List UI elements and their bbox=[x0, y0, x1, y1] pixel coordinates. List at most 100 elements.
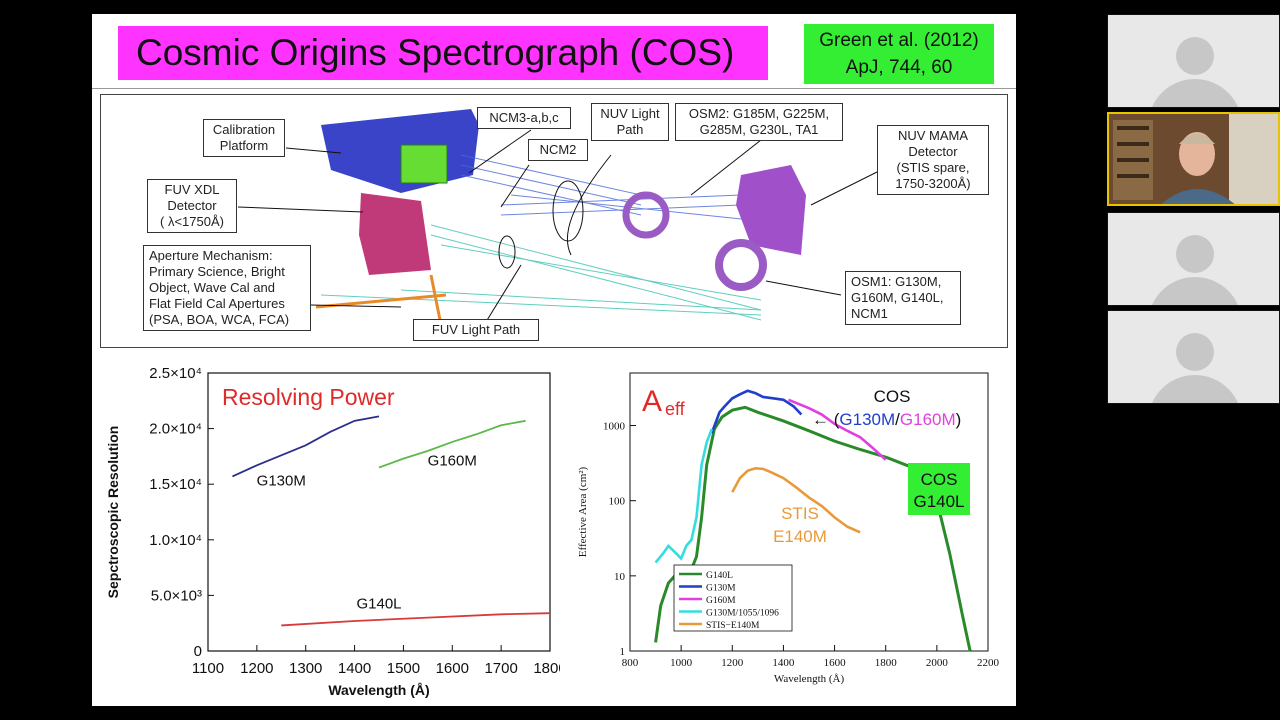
presentation-slide: Cosmic Origins Spectrograph (COS) Green … bbox=[92, 14, 1016, 706]
reference-line-1: Green et al. (2012) bbox=[819, 30, 979, 51]
callout-fuv-xdl-detector: FUV XDL Detector ( λ<1750Å) bbox=[147, 179, 237, 233]
participant-tile-3[interactable] bbox=[1107, 212, 1280, 306]
callout-ncm2: NCM2 bbox=[528, 139, 588, 161]
series-label-g130m: G130M bbox=[257, 472, 306, 489]
plot-frame bbox=[207, 372, 551, 652]
chart-title: A bbox=[642, 385, 662, 418]
series-label-g140l: G140L bbox=[356, 596, 401, 613]
participant-strip bbox=[1107, 14, 1280, 406]
y-tick-label: 1 bbox=[620, 646, 626, 658]
y-tick-label: 0 bbox=[194, 643, 202, 660]
x-tick-label: 800 bbox=[622, 657, 639, 669]
x-tick-label: 1600 bbox=[436, 660, 469, 677]
x-tick-label: 1700 bbox=[484, 660, 517, 677]
chart-title-subscript: eff bbox=[665, 399, 686, 419]
effective-area-chart: 800 1000 1200 1400 1600 1800 2000 2200 1 10 100 100… bbox=[577, 372, 1000, 685]
nuv-rays bbox=[460, 154, 752, 221]
x-tick-label: 2000 bbox=[926, 657, 949, 669]
aperture-strut bbox=[315, 293, 447, 309]
speaker-video bbox=[1109, 114, 1278, 204]
series-line-g130m bbox=[710, 389, 803, 434]
y-tick-label: 1.5×10⁴ bbox=[149, 476, 202, 493]
callout-calibration-platform: Calibration Platform bbox=[203, 119, 285, 157]
legend-entry: STIS−E140M bbox=[706, 621, 760, 631]
annotation-cos: COS bbox=[874, 387, 911, 406]
annotation-stis-2: E140M bbox=[773, 527, 827, 546]
fuv-rays bbox=[320, 224, 762, 321]
optical-bench bbox=[321, 109, 479, 193]
annotation-cos-modes: ← (G130M/G160M) bbox=[812, 410, 961, 429]
avatar-body-icon bbox=[1148, 277, 1242, 305]
callout-nuv-mama: NUV MAMA Detector (STIS spare, 1750-3200… bbox=[877, 125, 989, 195]
resolving-power-chart: 1100 1200 1300 1400 1500 1600 1700 1800 0 5.0×10³… bbox=[105, 365, 560, 698]
y-tick-label: 10 bbox=[614, 571, 626, 583]
x-tick-label: 1100 bbox=[192, 660, 224, 677]
x-tick-label: 1400 bbox=[772, 657, 795, 669]
avatar-head-icon bbox=[1176, 37, 1214, 75]
y-tick-label: 5.0×10³ bbox=[151, 587, 202, 604]
osm1-wheel bbox=[715, 239, 767, 291]
y-axis-label: Sepctroscopic Resolution bbox=[105, 426, 121, 599]
callout-nuv-light-path: NUV Light Path bbox=[591, 103, 669, 141]
x-tick-label: 1000 bbox=[670, 657, 693, 669]
callout-osm2: OSM2: G185M, G225M, G285M, G230L, TA1 bbox=[675, 103, 843, 141]
annotation-cos-g140l-1: COS bbox=[921, 470, 958, 489]
legend-entry: G130M/1055/1096 bbox=[706, 609, 779, 619]
slide-title: Cosmic Origins Spectrograph (COS) bbox=[136, 32, 735, 73]
participant-tile-1[interactable] bbox=[1107, 14, 1280, 108]
series-line-g130m-1055-1096 bbox=[654, 428, 714, 564]
x-tick-label: 1800 bbox=[533, 660, 560, 677]
x-tick-label: 1600 bbox=[824, 657, 847, 669]
x-tick-label: 1300 bbox=[289, 660, 322, 677]
y-tick-label: 1.0×10⁴ bbox=[149, 532, 202, 549]
annotation-cos-g140l-box bbox=[908, 463, 970, 515]
reference-badge: Green et al. (2012) ApJ, 744, 60 bbox=[804, 24, 994, 84]
avatar-head-icon bbox=[1176, 235, 1214, 273]
fuv-detector-body bbox=[359, 193, 431, 275]
leader-lines bbox=[237, 129, 882, 331]
y-tick-label: 2.5×10⁴ bbox=[149, 365, 202, 382]
x-tick-label: 1400 bbox=[338, 660, 371, 677]
series-line-stis-e140m bbox=[731, 466, 861, 534]
callout-fuv-light-path: FUV Light Path bbox=[413, 319, 539, 341]
avatar-head-icon bbox=[1176, 333, 1214, 371]
participant-tile-2-video[interactable] bbox=[1107, 112, 1280, 206]
x-tick-label: 1500 bbox=[387, 660, 420, 677]
y-tick-label: 2.0×10⁴ bbox=[149, 421, 202, 438]
chart-title: Resolving Power bbox=[222, 384, 395, 410]
x-tick-label: 2200 bbox=[977, 657, 1000, 669]
green-block bbox=[400, 144, 448, 184]
series-line-g160m bbox=[378, 419, 526, 469]
y-tick-label: 100 bbox=[609, 496, 626, 508]
series-line-g140l bbox=[281, 612, 551, 627]
instrument-illustration bbox=[237, 109, 882, 331]
x-tick-label: 1200 bbox=[721, 657, 744, 669]
legend-entry: G140L bbox=[706, 571, 733, 581]
annotation-cos-g140l-2: G140L bbox=[913, 492, 964, 511]
x-tick-label: 1200 bbox=[240, 660, 273, 677]
instrument-diagram: Calibration Platform FUV XDL Detector ( … bbox=[100, 94, 1008, 348]
callout-ncm3: NCM3-a,b,c bbox=[477, 107, 571, 129]
participant-tile-4[interactable] bbox=[1107, 310, 1280, 404]
series-label-g160m: G160M bbox=[428, 452, 477, 469]
title-banner: Cosmic Origins Spectrograph (COS) bbox=[118, 26, 768, 80]
y-axis-label: Effective Area (cm²) bbox=[577, 466, 589, 557]
support-strut bbox=[429, 274, 443, 326]
header-divider bbox=[92, 88, 1016, 89]
x-axis-label: Wavelength (Å) bbox=[774, 673, 845, 685]
annotation-stis-1: STIS bbox=[781, 504, 819, 523]
plot-frame bbox=[629, 372, 989, 652]
x-axis-label: Wavelength (Å) bbox=[328, 682, 429, 698]
series-line-g130m bbox=[232, 415, 380, 478]
series-line-g160m bbox=[788, 398, 887, 461]
nuv-detector-body bbox=[736, 165, 806, 255]
reference-line-2: ApJ, 744, 60 bbox=[845, 57, 953, 78]
y-tick-label: 1000 bbox=[603, 421, 626, 433]
avatar-body-icon bbox=[1148, 79, 1242, 107]
osm2-wheel bbox=[622, 191, 670, 239]
callout-aperture-mechanism: Aperture Mechanism: Primary Science, Bri… bbox=[143, 245, 311, 331]
legend-entry: G130M bbox=[706, 584, 736, 594]
legend-entry: G160M bbox=[706, 596, 736, 606]
callout-osm1: OSM1: G130M, G160M, G140L, NCM1 bbox=[845, 271, 961, 325]
avatar-body-icon bbox=[1148, 375, 1242, 403]
